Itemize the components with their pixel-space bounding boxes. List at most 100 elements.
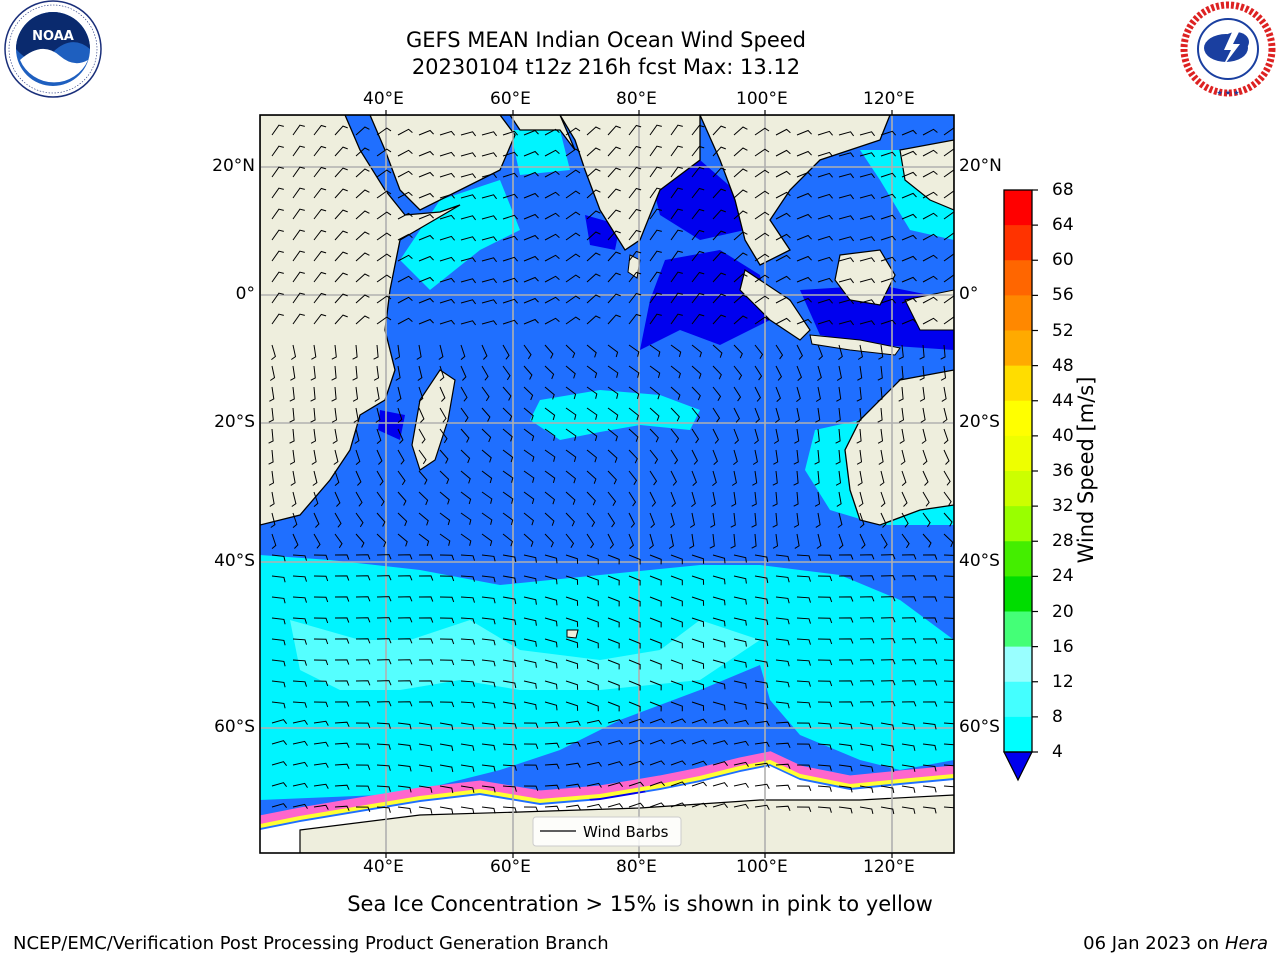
wind-barb xyxy=(502,235,518,241)
wind-barb xyxy=(355,168,370,178)
wind-barb xyxy=(733,761,749,767)
wind-barb xyxy=(709,533,715,549)
wind-barb xyxy=(649,344,661,357)
wind-barb xyxy=(292,701,307,708)
wind-barb xyxy=(586,386,598,399)
wind-barb xyxy=(815,386,821,402)
wind-barb xyxy=(628,386,640,400)
wind-barb xyxy=(376,533,387,548)
wind-barb xyxy=(859,680,875,686)
wind-barb xyxy=(586,680,599,691)
wind-barb xyxy=(607,761,623,767)
wind-barb xyxy=(418,764,433,772)
wind-barb xyxy=(334,659,350,665)
wind-barb xyxy=(607,470,617,485)
chart-title: GEFS MEAN Indian Ocean Wind Speed xyxy=(405,28,807,52)
wind-barb xyxy=(857,344,863,360)
wind-barb xyxy=(481,680,496,688)
wind-barb xyxy=(376,554,392,560)
wind-barb xyxy=(460,575,475,582)
wind-barb xyxy=(796,171,812,178)
wind-barb xyxy=(817,344,823,360)
wind-barb xyxy=(730,512,736,528)
wind-barb xyxy=(649,145,662,157)
wind-barb xyxy=(814,491,821,507)
wind-barb xyxy=(481,596,496,604)
wind-barb xyxy=(313,741,329,747)
wind-barb xyxy=(607,719,623,725)
colorbar-segment xyxy=(1004,506,1032,542)
wind-barb xyxy=(374,386,380,402)
wind-barb xyxy=(796,386,801,402)
wind-barb xyxy=(817,172,833,178)
date-text: 06 Jan 2023 on xyxy=(1083,933,1225,954)
wind-barb xyxy=(523,255,539,262)
lon-label-bottom: 60°E xyxy=(490,857,531,877)
wind-barb xyxy=(523,192,539,199)
wind-barb xyxy=(859,215,875,221)
wind-barb xyxy=(712,782,728,788)
wind-barb xyxy=(754,428,759,444)
wind-barb xyxy=(670,718,686,724)
wind-barb xyxy=(544,680,558,690)
colorbar-segment xyxy=(1004,646,1032,683)
wind-barb xyxy=(772,491,778,507)
wind-barb xyxy=(418,722,433,730)
colorbar-tick-label: 20 xyxy=(1052,601,1074,622)
wind-barb xyxy=(712,272,726,283)
wind-barb xyxy=(460,785,475,793)
wind-barb xyxy=(313,166,327,178)
wind-barb xyxy=(628,313,642,325)
wind-barb xyxy=(376,148,392,157)
wind-barb xyxy=(649,292,662,304)
wind-barb xyxy=(292,803,308,809)
wind-barb xyxy=(670,680,683,691)
wind-barb xyxy=(418,449,427,465)
wind-barb xyxy=(271,292,284,304)
wind-barb xyxy=(331,344,337,360)
wind-barb xyxy=(397,191,413,199)
wind-barb xyxy=(376,470,384,486)
wind-barb xyxy=(712,761,728,767)
wind-barb xyxy=(796,554,811,561)
wind-barb xyxy=(397,296,413,304)
wind-barb xyxy=(880,554,896,560)
wind-barb xyxy=(565,169,581,178)
wind-barb xyxy=(670,145,683,157)
wind-barb xyxy=(689,533,695,549)
wind-barb xyxy=(544,617,558,627)
wind-barb xyxy=(544,784,560,790)
wind-barb xyxy=(901,192,917,199)
wind-barb xyxy=(586,407,598,420)
wind-barb xyxy=(291,491,297,507)
wind-barb xyxy=(313,208,327,220)
wind-barb xyxy=(460,554,475,561)
wind-barb xyxy=(733,294,748,304)
wind-barb xyxy=(775,407,780,423)
wind-barb xyxy=(439,743,454,752)
wind-barb xyxy=(943,575,954,577)
wind-barb xyxy=(271,187,284,199)
wind-barb xyxy=(565,617,579,627)
wind-barb xyxy=(796,806,812,812)
wind-barb xyxy=(712,428,719,444)
wind-barb xyxy=(397,554,413,560)
wind-barb xyxy=(922,680,938,686)
wind-barb xyxy=(670,512,675,528)
wind-barb xyxy=(628,344,640,357)
wind-barb xyxy=(586,315,601,325)
wind-barb xyxy=(754,386,761,402)
wind-barb xyxy=(313,701,329,708)
wind-barb xyxy=(922,191,938,199)
wind-barb xyxy=(502,214,518,220)
wind-barb xyxy=(586,168,601,178)
wind-barb xyxy=(586,596,599,607)
wind-barb xyxy=(397,170,413,178)
wind-barb xyxy=(544,470,556,484)
wind-barb xyxy=(565,783,581,789)
wind-barb xyxy=(691,491,696,507)
wind-barb xyxy=(313,680,329,687)
wind-barb xyxy=(373,365,380,381)
wind-barb xyxy=(397,680,413,686)
wind-barb xyxy=(814,449,820,465)
